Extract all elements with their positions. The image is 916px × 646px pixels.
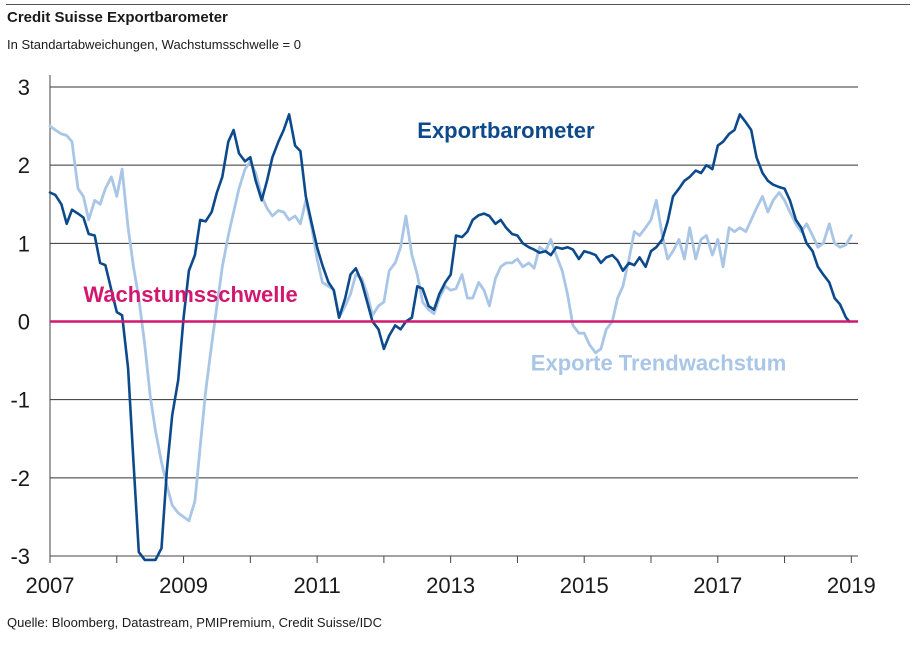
series-lines xyxy=(48,113,858,562)
annotation-label: Wachstumsschwelle xyxy=(83,282,297,307)
x-tick-label: 2007 xyxy=(26,573,75,598)
y-tick-label: 0 xyxy=(18,310,30,335)
series-line-exporte-trendwachstum xyxy=(48,124,853,523)
y-tick-label: 1 xyxy=(18,231,30,256)
annotation-label: Exportbarometer xyxy=(417,118,595,143)
x-tick-label: 2017 xyxy=(693,573,742,598)
y-tick-label: 2 xyxy=(18,153,30,178)
x-tick-label: 2011 xyxy=(293,573,340,598)
axes: 3 2 1 0 -1 -2 -3 2007 2009 2011 2013 2015 2017 2019 xyxy=(10,75,876,598)
chart-subtitle: In Standartabweichungen, Wachstumsschwel… xyxy=(7,37,301,52)
source-note: Quelle: Bloomberg, Datastream, PMIPremiu… xyxy=(7,615,382,630)
chart-labels: Exportbarometer Wachstumsschwelle Exporte … xyxy=(83,118,786,376)
x-tick-label: 2013 xyxy=(426,573,475,598)
top-rule xyxy=(6,4,910,5)
x-tick-label: 2009 xyxy=(159,573,208,598)
y-tick-label: 3 xyxy=(18,75,30,100)
y-tick-label: -2 xyxy=(10,466,30,491)
annotation-label: Exporte Trendwachstum xyxy=(531,351,787,376)
x-tick-label: 2015 xyxy=(560,573,609,598)
chart-title: Credit Suisse Exportbarometer xyxy=(7,9,228,26)
x-tick-label: 2019 xyxy=(827,573,876,598)
y-tick-label: -3 xyxy=(10,544,30,569)
series-line-exportbarometer xyxy=(48,113,851,562)
y-tick-label: -1 xyxy=(10,388,30,413)
